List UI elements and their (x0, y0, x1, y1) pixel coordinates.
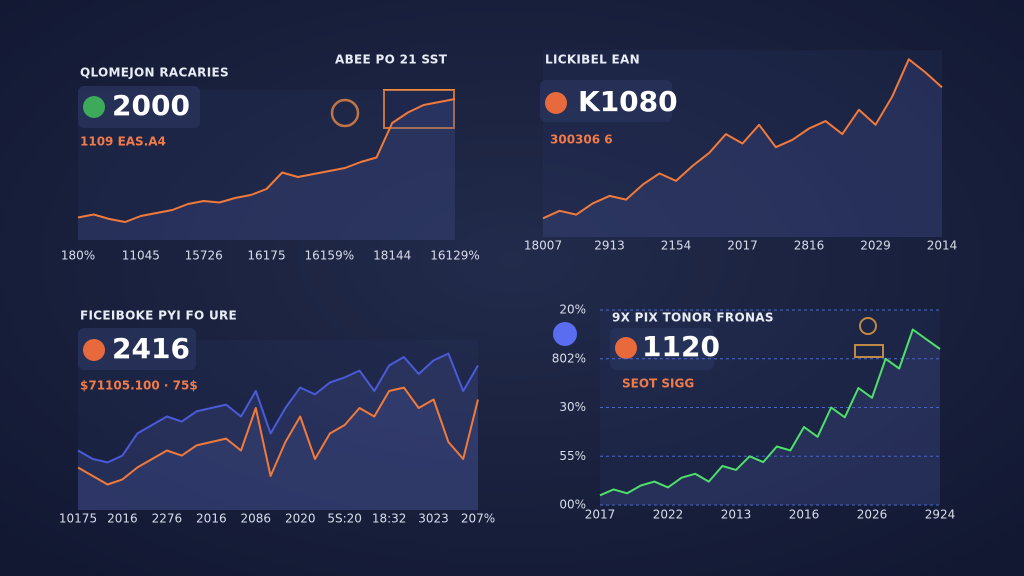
ring-icon (859, 317, 877, 335)
line (542, 58, 943, 220)
x-tick-label: 2924 (925, 508, 956, 522)
y-tick-label: 20% (559, 303, 586, 317)
x-tick-label: 18007 (524, 239, 562, 253)
value-card (78, 328, 196, 370)
value-badge (83, 339, 105, 361)
x-tick-label: 2913 (594, 239, 625, 253)
x-tick-label: 16159% (305, 249, 355, 263)
area (78, 99, 455, 240)
area (78, 353, 478, 510)
panel-subtitle: 1109 EAS.A4 (80, 135, 166, 149)
value-badge (545, 92, 567, 114)
value-card (540, 80, 672, 122)
panel-title: FICEIBOKE PYI FO URE (80, 309, 237, 323)
x-tick-label: 10175 (59, 512, 97, 526)
value-badge (615, 337, 637, 359)
x-tick-label: 2086 (241, 512, 272, 526)
line (77, 98, 456, 223)
x-tick-label: 2016 (789, 508, 820, 522)
target-icon (330, 98, 360, 128)
area (78, 387, 478, 510)
panel-subtitle: $71105.100 · 75$ (80, 379, 198, 393)
x-tick-label: 2026 (857, 508, 888, 522)
x-tick-label: 2016 (107, 512, 138, 526)
y-tick-label: 30% (559, 400, 586, 414)
bar-icon (854, 344, 884, 358)
value-card (78, 86, 200, 128)
line (77, 386, 479, 486)
x-tick-label: 18144 (373, 249, 411, 263)
value-badge (83, 96, 105, 118)
x-tick-label: 207% (461, 512, 495, 526)
panel-subtitle: 300306 6 (550, 133, 613, 147)
x-tick-label: 2022 (653, 508, 684, 522)
x-tick-label: 16129% (430, 249, 480, 263)
x-tick-label: 2017 (727, 239, 758, 253)
x-tick-label: 2016 (196, 512, 227, 526)
x-tick-label: 2017 (585, 508, 616, 522)
x-tick-label: 2014 (927, 239, 958, 253)
x-tick-label: 3023 (418, 512, 449, 526)
line (77, 352, 479, 464)
x-tick-label: 2276 (152, 512, 183, 526)
line (599, 328, 941, 497)
panel-title: QLOMEJON RACARIES (80, 66, 229, 80)
big-value: 2416 (112, 332, 190, 365)
menu-icon (553, 322, 577, 346)
big-value: K1080 (578, 85, 678, 118)
x-tick-label: 18:32 (372, 512, 407, 526)
x-tick-label: 2013 (721, 508, 752, 522)
y-tick-label: 802% (552, 351, 586, 365)
big-value: 2000 (112, 89, 190, 122)
value-card (610, 328, 714, 370)
panel-title: 9X PIX TONOR FRONAS (612, 311, 774, 325)
area (600, 329, 940, 505)
x-tick-label: 11045 (122, 249, 160, 263)
x-tick-label: 180% (61, 249, 95, 263)
y-tick-label: 55% (559, 449, 586, 463)
y-tick-label: 00% (559, 498, 586, 512)
big-value: 1120 (642, 330, 720, 363)
x-tick-label: 2029 (860, 239, 891, 253)
x-tick-label: 2154 (661, 239, 692, 253)
panel-subtitle: SEOT SIGG (622, 377, 694, 391)
x-tick-label: 2020 (285, 512, 316, 526)
x-tick-label: 2816 (794, 239, 825, 253)
x-tick-label: 5S:20 (327, 512, 362, 526)
x-tick-label: 16175 (247, 249, 285, 263)
panel-note: ABEE PO 21 SST (335, 53, 448, 67)
x-tick-label: 15726 (185, 249, 223, 263)
area (543, 59, 942, 237)
panel-title: LICKIBEL EAN (545, 53, 640, 67)
